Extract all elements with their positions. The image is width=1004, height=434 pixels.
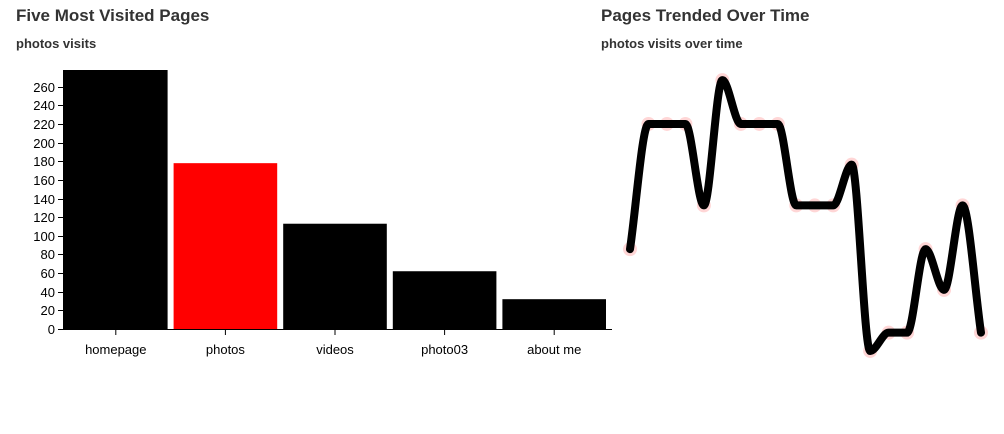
line-chart-series-line: [630, 80, 981, 351]
y-tick-label: 160: [33, 173, 55, 188]
y-tick-label: 200: [33, 136, 55, 151]
x-tick-label: videos: [316, 342, 354, 357]
line-chart: [623, 73, 988, 358]
y-tick-label: 100: [33, 229, 55, 244]
y-tick-label: 40: [41, 285, 55, 300]
y-tick-label: 220: [33, 117, 55, 132]
y-tick-label: 140: [33, 192, 55, 207]
bar-chart-bars: [64, 70, 606, 329]
bar-homepage: [64, 70, 168, 329]
y-tick-label: 180: [33, 154, 55, 169]
line-chart-point-halos: [623, 73, 988, 358]
y-tick-label: 80: [41, 247, 55, 262]
x-tick-label: about me: [527, 342, 581, 357]
y-tick-label: 120: [33, 210, 55, 225]
bar-videos: [283, 224, 387, 329]
bar-about-me: [502, 299, 606, 329]
x-tick-label: photo03: [421, 342, 468, 357]
bar-chart: 0 20 40 60 80 100 120 140 160 180 200 220 240 260 hom…: [33, 70, 612, 357]
x-tick-label: homepage: [85, 342, 146, 357]
y-tick-label: 260: [33, 80, 55, 95]
y-tick-label: 60: [41, 266, 55, 281]
y-tick-label: 0: [48, 322, 55, 337]
x-tick-label: photos: [206, 342, 246, 357]
y-tick-label: 20: [41, 303, 55, 318]
bar-photos: [174, 163, 278, 329]
bar-photo03: [393, 271, 497, 329]
bar-chart-x-axis: homepage photos videos photo03 about me: [58, 329, 612, 357]
bar-chart-y-axis: 0 20 40 60 80 100 120 140 160 180 200 220 240 260: [33, 70, 63, 337]
y-tick-label: 240: [33, 98, 55, 113]
